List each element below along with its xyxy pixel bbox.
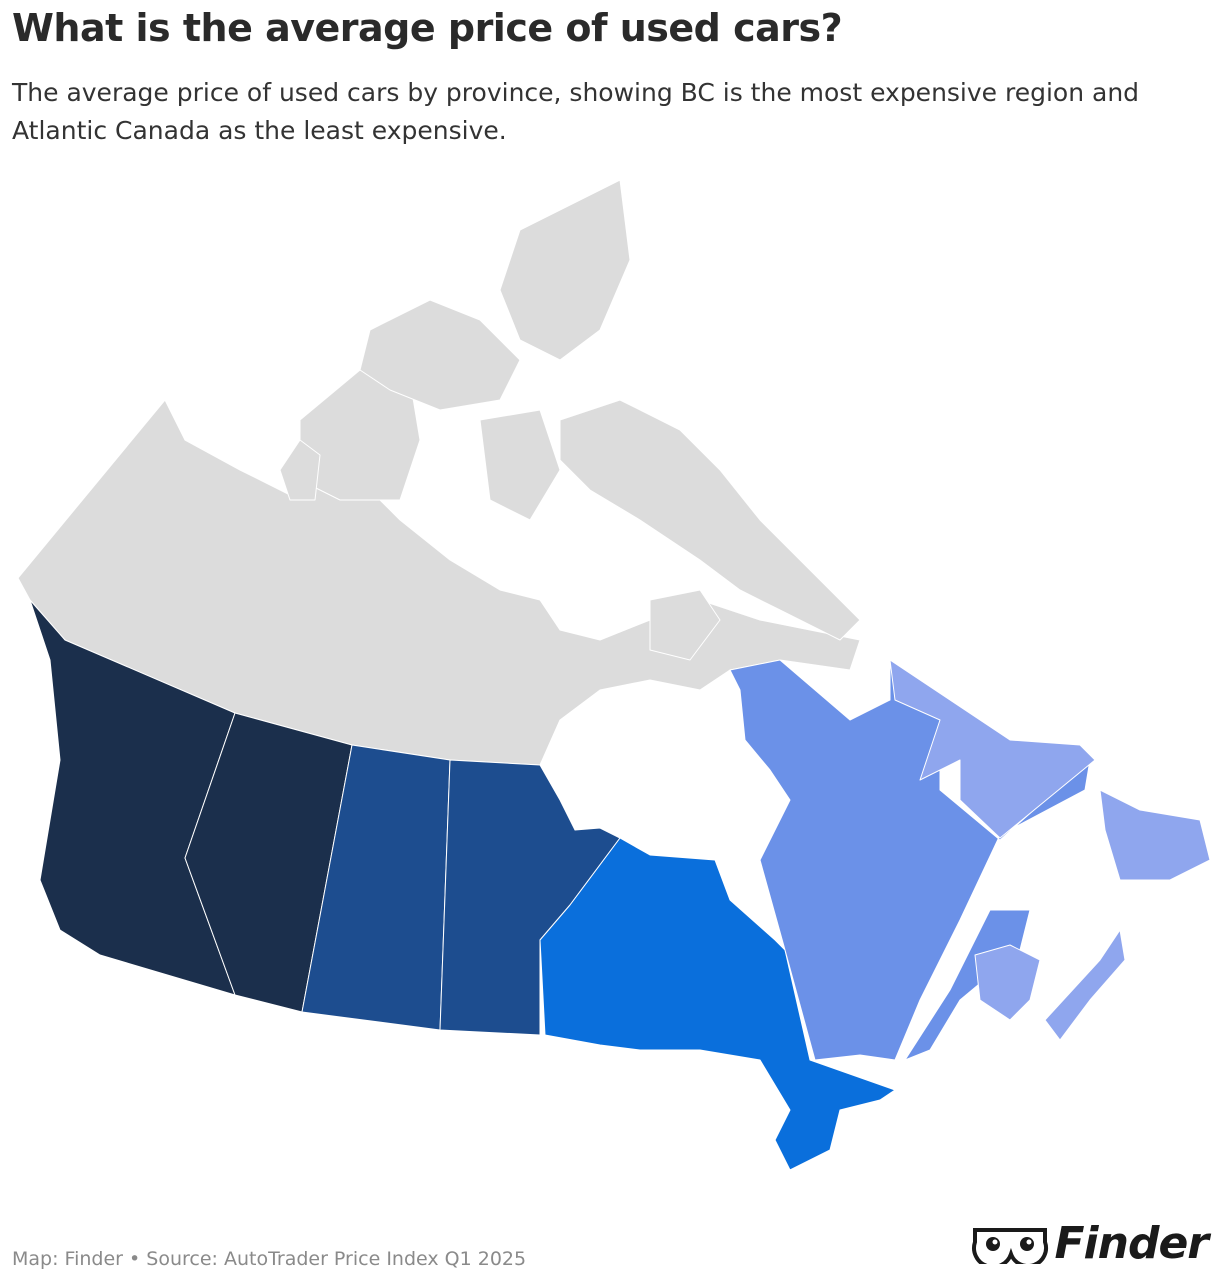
new-brunswick bbox=[974, 944, 1041, 1021]
gaspe bbox=[904, 909, 1031, 1061]
quebec bbox=[729, 659, 1091, 1061]
arctic-islands bbox=[359, 299, 521, 411]
southampton-island bbox=[649, 589, 721, 661]
subtitle: The average price of used cars by provin… bbox=[12, 78, 1140, 145]
ellesmere-island bbox=[499, 179, 631, 361]
source: Map: Finder • Source: AutoTrader Price I… bbox=[12, 1248, 527, 1270]
banks-island bbox=[279, 439, 321, 501]
british-columbia bbox=[29, 599, 236, 996]
provinces bbox=[29, 599, 1211, 1171]
nova-scotia bbox=[1044, 929, 1126, 1041]
labrador bbox=[889, 659, 1096, 839]
logo: Finder bbox=[971, 1218, 1209, 1269]
logo-text: Finder bbox=[1054, 1218, 1209, 1269]
alberta bbox=[184, 712, 353, 1013]
territories bbox=[17, 179, 861, 766]
devon-island bbox=[479, 409, 561, 521]
ontario bbox=[539, 837, 896, 1171]
logo-icon bbox=[971, 1227, 1048, 1264]
title: What is the average price of used cars? bbox=[12, 6, 843, 50]
newfoundland bbox=[1099, 789, 1211, 881]
baffin-island bbox=[559, 399, 861, 641]
